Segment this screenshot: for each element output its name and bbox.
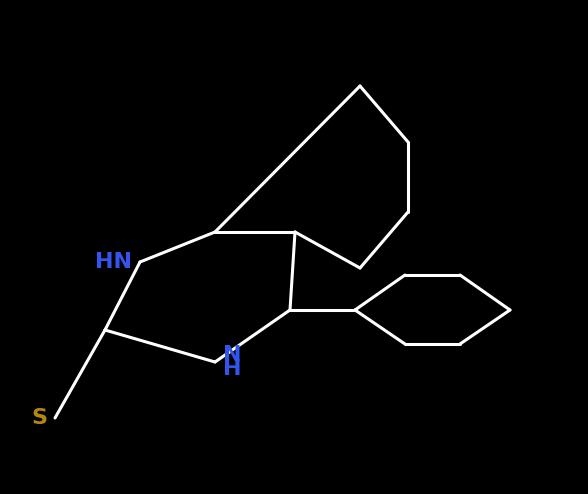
- Text: S: S: [31, 408, 47, 428]
- Text: HN: HN: [95, 252, 132, 272]
- Text: N: N: [223, 345, 242, 365]
- Text: H: H: [223, 359, 242, 379]
